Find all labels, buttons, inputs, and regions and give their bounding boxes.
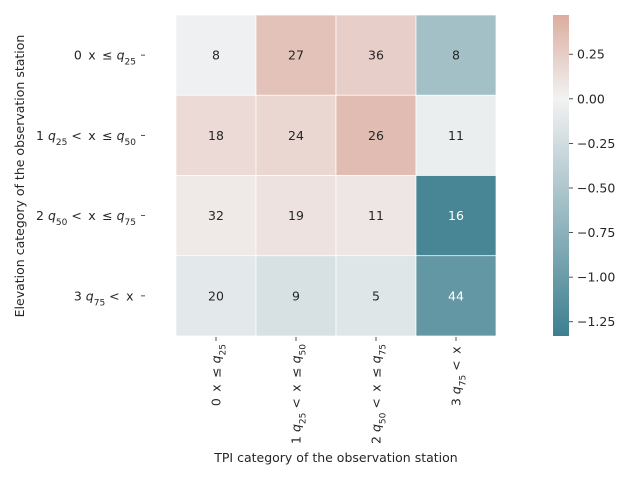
heatmap-cell — [175, 255, 257, 337]
y-tick-label: 3 q75 < x — [74, 288, 136, 308]
cell-value-label: 27 — [288, 48, 304, 63]
colorbar-tick-label: −1.00 — [577, 270, 615, 285]
cell-value-label: 24 — [288, 128, 304, 143]
cell-value-label: 32 — [208, 208, 224, 223]
cell-value-label: 8 — [212, 48, 220, 63]
heatmap-cell — [255, 175, 337, 257]
x-tick-label: 1 q25 < x ≤ q50 — [289, 344, 309, 444]
cell-value-label: 8 — [452, 48, 460, 63]
y-tick-label: 1 q25 < x ≤ q50 — [36, 128, 136, 148]
cell-value-label: 26 — [368, 128, 384, 143]
y-tick-labels: 0 x ≤ q25 1 q25 < x ≤ q50 2 q50 < x ≤ q75 3… — [36, 48, 145, 308]
x-tick-label: 3 q75 < x — [449, 344, 469, 406]
x-axis-label: TPI category of the observation station — [213, 450, 457, 465]
cell-value-label: 11 — [368, 208, 384, 223]
colorbar-tick-label: 0.25 — [577, 47, 605, 62]
heatmap-cell — [415, 94, 497, 176]
heatmap-cell — [175, 14, 257, 96]
y-tick-label: 0 x ≤ q25 — [74, 48, 136, 68]
colorbar-tick-label: 0.00 — [577, 91, 605, 106]
cell-value-label: 16 — [448, 208, 464, 223]
cell-value-label: 11 — [448, 128, 464, 143]
heatmap-cell — [335, 14, 417, 96]
heatmap-cell — [415, 14, 497, 96]
x-tick-label: 0 x ≤ q25 — [209, 344, 229, 406]
heatmap-cell — [335, 255, 417, 337]
colorbar-tick-label: −0.25 — [577, 136, 615, 151]
x-tick-label: 2 q50 < x ≤ q75 — [369, 344, 389, 444]
heatmap-cells: 8 27 36 8 18 24 26 11 32 19 11 16 20 9 5 44 — [175, 14, 497, 337]
colorbar-tick-label: −0.75 — [577, 225, 615, 240]
heatmap-cell — [415, 175, 497, 257]
heatmap-cell — [255, 94, 337, 176]
colorbar — [553, 15, 569, 336]
x-tick-labels: 0 x ≤ q25 1 q25 < x ≤ q50 2 q50 < x ≤ q75 3… — [209, 337, 469, 444]
y-tick-label: 2 q50 < x ≤ q75 — [36, 208, 136, 228]
colorbar-tick-label: −0.50 — [577, 180, 615, 195]
heatmap-cell — [255, 255, 337, 337]
heatmap-cell — [415, 255, 497, 337]
cell-value-label: 5 — [372, 288, 380, 303]
cell-value-label: 9 — [292, 288, 300, 303]
colorbar-tick-label: −1.25 — [577, 314, 615, 329]
heatmap-cell — [255, 14, 337, 96]
cell-value-label: 36 — [368, 48, 384, 63]
heatmap-cell — [175, 94, 257, 176]
cell-value-label: 44 — [448, 288, 464, 303]
cell-value-label: 19 — [288, 208, 304, 223]
cell-value-label: 20 — [208, 288, 224, 303]
colorbar-ticks: 0.25 0.00 −0.25 −0.50 −0.75 −1.00 −1.25 — [569, 47, 615, 329]
y-axis-label: Elevation category of the observation st… — [12, 35, 27, 318]
cell-value-label: 18 — [208, 128, 224, 143]
